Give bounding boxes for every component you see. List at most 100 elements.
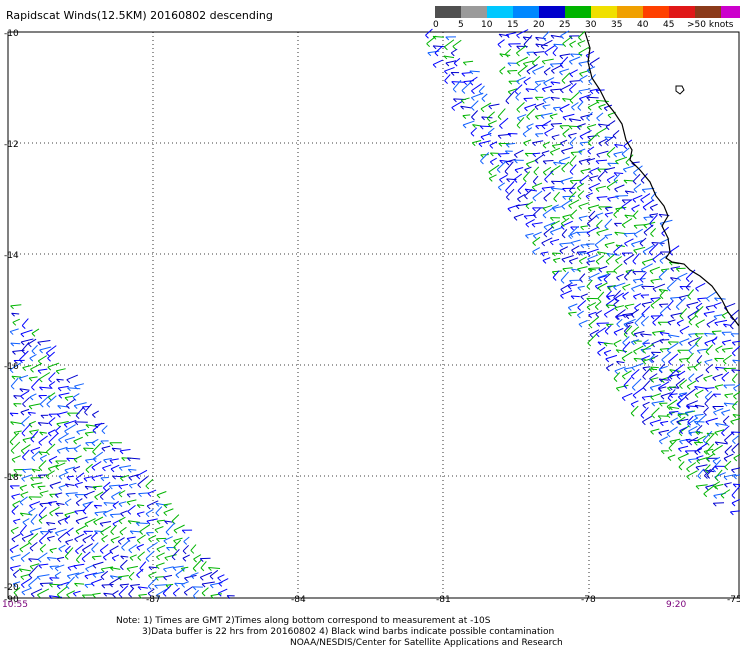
wind-barb bbox=[541, 251, 549, 254]
wind-barb bbox=[550, 88, 561, 91]
wind-barb-flag bbox=[658, 304, 663, 308]
wind-barb-flag bbox=[613, 286, 617, 291]
wind-barb-flag bbox=[445, 36, 450, 41]
wind-barb bbox=[11, 533, 21, 540]
wind-barb bbox=[55, 425, 62, 432]
wind-barb bbox=[658, 269, 668, 278]
wind-barb bbox=[550, 227, 563, 233]
wind-barb-flag bbox=[21, 325, 26, 329]
wind-barb-flag bbox=[612, 135, 617, 139]
wind-barb bbox=[56, 378, 64, 381]
wind-barb-flag bbox=[714, 366, 719, 371]
wind-barb bbox=[615, 256, 622, 261]
wind-barb-flag bbox=[640, 322, 645, 327]
wind-barb-flag bbox=[445, 62, 450, 67]
wind-barb bbox=[697, 468, 705, 477]
wind-barb bbox=[56, 586, 68, 596]
wind-barb bbox=[569, 83, 577, 91]
wind-barb-flag bbox=[714, 486, 719, 490]
wind-barb bbox=[730, 309, 740, 318]
wind-barb-flag bbox=[569, 233, 574, 238]
wind-barb bbox=[553, 43, 564, 46]
wind-barb-flag bbox=[589, 334, 594, 338]
wind-barb-flag bbox=[83, 494, 88, 499]
wind-barb bbox=[667, 319, 676, 323]
wind-barb-flag bbox=[613, 378, 618, 382]
wind-barb bbox=[137, 476, 149, 486]
wind-barb-flag bbox=[534, 160, 539, 164]
wind-barb bbox=[604, 324, 612, 332]
wind-barb-flag bbox=[597, 298, 602, 302]
wind-barb-flag bbox=[19, 548, 24, 553]
wind-barb bbox=[543, 159, 554, 162]
wind-barb-flag bbox=[694, 386, 698, 390]
wind-barb bbox=[723, 473, 737, 478]
wind-barb-flag bbox=[542, 105, 547, 110]
wind-barb bbox=[10, 554, 21, 559]
wind-barb-flag bbox=[513, 179, 518, 183]
wind-barb bbox=[100, 570, 109, 578]
wind-barb bbox=[163, 536, 173, 542]
wind-barb bbox=[217, 574, 225, 579]
wind-barb bbox=[695, 404, 705, 408]
wind-barb-flag bbox=[704, 475, 708, 479]
wind-barb bbox=[84, 572, 98, 577]
wind-barb bbox=[516, 29, 529, 36]
wind-barb bbox=[588, 210, 596, 218]
wind-barb-flag bbox=[101, 538, 105, 543]
wind-barb bbox=[687, 309, 699, 318]
wind-barb bbox=[74, 582, 85, 585]
wind-barb bbox=[605, 136, 614, 144]
wind-barb-flag bbox=[47, 357, 51, 362]
wind-barb-flag bbox=[64, 502, 69, 507]
wind-barb-flag bbox=[649, 387, 654, 391]
wind-barb-flag bbox=[679, 430, 683, 435]
wind-barb-flag bbox=[595, 90, 600, 94]
wind-barb-flag bbox=[667, 397, 672, 402]
wind-barb bbox=[55, 492, 63, 496]
wind-barb bbox=[10, 304, 22, 307]
wind-barb bbox=[37, 368, 48, 372]
wind-barb bbox=[526, 64, 538, 72]
wind-barb bbox=[504, 161, 514, 172]
wind-barb-flag bbox=[37, 341, 42, 346]
wind-barb bbox=[596, 150, 609, 155]
wind-barb-flag bbox=[640, 294, 645, 299]
wind-barb-flag bbox=[146, 520, 151, 525]
wind-barb-flag bbox=[55, 370, 60, 375]
wind-barb bbox=[595, 185, 607, 190]
wind-barb-flag bbox=[505, 144, 510, 148]
wind-barb-flag bbox=[27, 412, 32, 416]
wind-barb bbox=[614, 305, 624, 309]
wind-barb-flag bbox=[120, 566, 124, 571]
wind-barb-flag bbox=[714, 386, 719, 390]
wind-barb bbox=[137, 504, 145, 507]
wind-barb-flag bbox=[621, 206, 626, 210]
wind-barb bbox=[99, 543, 109, 551]
wind-barb-flag bbox=[109, 514, 114, 518]
wind-barb-flag bbox=[120, 555, 125, 560]
wind-barb bbox=[659, 339, 670, 341]
wind-barb bbox=[597, 273, 608, 279]
wind-barb-flag bbox=[156, 594, 160, 599]
wind-barb bbox=[181, 581, 189, 585]
wind-barb-flag bbox=[525, 163, 530, 168]
wind-barb-flag bbox=[576, 126, 581, 130]
wind-barb bbox=[66, 374, 78, 381]
wind-barb-flag bbox=[56, 558, 61, 563]
wind-barb bbox=[640, 193, 651, 201]
wind-barb-flag bbox=[531, 62, 536, 67]
wind-barb bbox=[595, 327, 607, 335]
wind-barb-flag bbox=[703, 451, 708, 455]
wind-barb bbox=[586, 111, 593, 119]
wind-barb-flag bbox=[595, 333, 600, 338]
wind-barb-flag bbox=[524, 195, 528, 200]
wind-barb-flag bbox=[49, 583, 53, 588]
wind-barb-flag bbox=[504, 150, 509, 155]
wind-barb-flag bbox=[58, 548, 63, 552]
wind-barb-flag bbox=[75, 530, 80, 535]
wind-barb-flag bbox=[580, 170, 585, 175]
wind-barb-flag bbox=[21, 591, 26, 596]
wind-barb-flag bbox=[82, 539, 87, 544]
wind-barb bbox=[452, 39, 462, 47]
